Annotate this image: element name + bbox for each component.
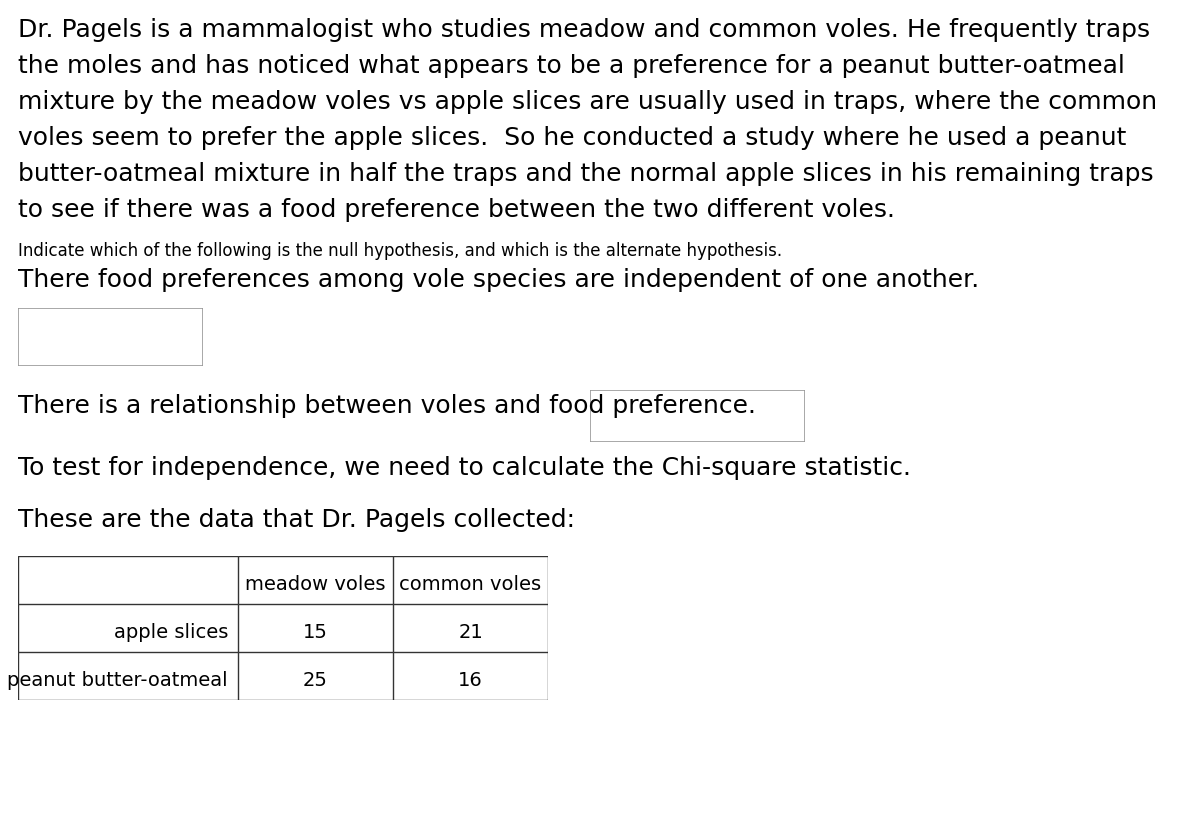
- Text: There is a relationship between voles and food preference.: There is a relationship between voles an…: [18, 394, 756, 418]
- Text: 15: 15: [304, 622, 328, 642]
- Text: peanut butter-oatmeal: peanut butter-oatmeal: [7, 670, 228, 690]
- Text: 21: 21: [458, 622, 482, 642]
- Text: Indicate which of the following is the null hypothesis, and which is the alterna: Indicate which of the following is the n…: [18, 242, 782, 260]
- Text: voles seem to prefer the apple slices.  So he conducted a study where he used a : voles seem to prefer the apple slices. S…: [18, 126, 1127, 150]
- Text: Dr. Pagels is a mammalogist who studies meadow and common voles. He frequently t: Dr. Pagels is a mammalogist who studies …: [18, 18, 1150, 42]
- Text: butter-oatmeal mixture in half the traps and the normal apple slices in his rema: butter-oatmeal mixture in half the traps…: [18, 162, 1153, 186]
- Text: 25: 25: [304, 670, 328, 690]
- Text: These are the data that Dr. Pagels collected:: These are the data that Dr. Pagels colle…: [18, 508, 575, 532]
- Text: to see if there was a food preference between the two different voles.: to see if there was a food preference be…: [18, 198, 895, 222]
- Text: To test for independence, we need to calculate the Chi-square statistic.: To test for independence, we need to cal…: [18, 456, 911, 480]
- Text: common voles: common voles: [400, 575, 541, 594]
- Text: mixture by the meadow voles vs apple slices are usually used in traps, where the: mixture by the meadow voles vs apple sli…: [18, 90, 1157, 114]
- Text: apple slices: apple slices: [114, 622, 228, 642]
- Text: meadow voles: meadow voles: [245, 575, 385, 594]
- Text: the moles and has noticed what appears to be a preference for a peanut butter-oa: the moles and has noticed what appears t…: [18, 54, 1124, 78]
- Text: 16: 16: [458, 670, 482, 690]
- Text: There food preferences among vole species are independent of one another.: There food preferences among vole specie…: [18, 268, 979, 292]
